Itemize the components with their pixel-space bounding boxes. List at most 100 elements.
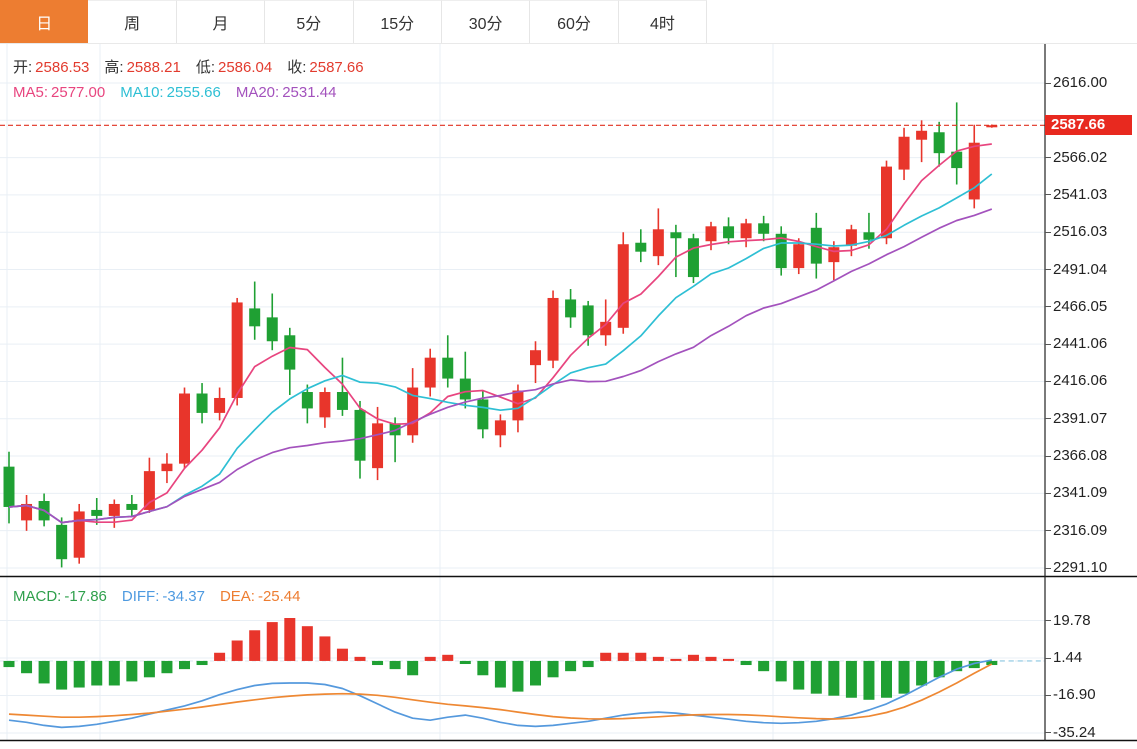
candle-body <box>424 357 436 388</box>
candle-body <box>249 308 261 327</box>
tab-month[interactable]: 月 <box>176 0 266 43</box>
frame-layer <box>0 43 1137 742</box>
info-item: DIFF: -34.37 <box>121 588 205 605</box>
candle-body <box>196 393 208 413</box>
price-axis-label: 2616.00 <box>1053 74 1108 91</box>
axis-tick <box>1045 380 1051 382</box>
candle-body <box>179 393 190 464</box>
axis-tick <box>1045 657 1051 659</box>
candle-body <box>126 503 138 510</box>
info-item: 开: 2586.53 <box>13 59 90 76</box>
candle-body <box>372 423 384 469</box>
info-item: 低: 2586.04 <box>195 59 273 76</box>
price-axis-label: 2341.09 <box>1053 484 1108 502</box>
macd-hist-bar <box>38 660 50 684</box>
macd-hist-bar <box>284 618 296 661</box>
macd-hist-bar <box>881 660 892 698</box>
candle-body <box>968 142 980 200</box>
macd-hist-bar <box>582 660 594 668</box>
axis-tick <box>1045 732 1051 734</box>
macd-hist-bar <box>477 660 489 676</box>
candle-body <box>740 223 752 239</box>
candle-body <box>143 471 155 510</box>
candle-body <box>582 305 594 336</box>
macd-hist-bar <box>723 658 735 661</box>
macd-hist-bar <box>319 636 331 661</box>
macd-hist-bar <box>986 660 998 666</box>
info-item: 高: 2588.21 <box>104 59 181 76</box>
axis-tick <box>1045 530 1051 532</box>
candle-body <box>933 132 945 154</box>
candle-body <box>828 247 840 263</box>
macd-hist-bar <box>407 660 419 676</box>
candle-body <box>477 399 489 430</box>
candle-body <box>108 503 120 516</box>
axis-tick <box>1045 620 1051 621</box>
candle-body <box>266 317 278 342</box>
macd-hist-bar <box>196 660 208 666</box>
candle-body <box>565 299 577 318</box>
candle-body <box>161 463 173 472</box>
price-axis-label: 2566.02 <box>1053 148 1108 166</box>
candle-body <box>547 297 559 361</box>
macd-hist-bar <box>530 660 541 686</box>
info-item: MA20: 2531.44 <box>235 84 337 101</box>
candle-body <box>951 151 963 169</box>
macd-hist-bar <box>266 622 278 661</box>
candle-body <box>758 223 770 234</box>
macd-hist-bar <box>21 660 33 674</box>
macd-hist-bar <box>600 652 612 661</box>
price-axis-label: 2416.06 <box>1053 372 1108 390</box>
axis-tick <box>1045 492 1051 494</box>
tab-min30[interactable]: 30分 <box>441 0 531 43</box>
candle-body <box>793 244 805 269</box>
candle-body <box>635 242 647 252</box>
tab-min15[interactable]: 15分 <box>353 0 442 43</box>
macd-axis-label: -16.90 <box>1053 686 1096 704</box>
macd-hist-bar <box>512 660 524 692</box>
tab-hour4[interactable]: 4时 <box>618 0 708 43</box>
info-item: MA10: 2555.66 <box>120 84 221 101</box>
candle-body <box>21 503 33 521</box>
macd-hist-bar <box>231 640 243 661</box>
candle-body <box>845 229 857 246</box>
macd-hist-bar <box>372 660 384 666</box>
info-item: 收: 2587.66 <box>287 59 364 76</box>
ma10-line <box>8 173 993 524</box>
macd-hist-bar <box>898 660 910 694</box>
tab-min5[interactable]: 5分 <box>265 0 354 43</box>
macd-axis-label: -35.24 <box>1053 723 1096 741</box>
macd-hist-bar <box>442 654 454 661</box>
candle-body <box>231 302 243 398</box>
macd-hist-bar <box>828 660 840 696</box>
candle-body <box>600 321 612 336</box>
macd-hist-bar <box>793 660 805 690</box>
macd-hist-bar <box>775 660 787 682</box>
macd-hist-bar <box>424 656 436 661</box>
candle-body <box>494 420 506 436</box>
macd-hist-bar <box>635 652 647 661</box>
ma5-line <box>8 143 992 524</box>
macd-dea-line <box>8 663 993 720</box>
tab-day[interactable]: 日 <box>0 0 89 43</box>
macd-hist-bar <box>933 660 945 678</box>
macd-hist-bar <box>108 660 120 686</box>
candle-body <box>723 226 735 239</box>
macd-hist-bar <box>670 658 682 661</box>
macd-hist-bar <box>968 660 980 669</box>
tab-min60[interactable]: 60分 <box>530 0 619 43</box>
macd-hist-bar <box>617 652 629 661</box>
macd-hist-bar <box>863 660 875 700</box>
macd-hist-bar <box>56 660 68 690</box>
candle-body <box>56 524 68 560</box>
tab-week[interactable]: 周 <box>88 0 177 43</box>
macd-hist-bar <box>389 660 401 670</box>
macd-hist-bar <box>214 652 226 661</box>
info-item: DEA: -25.44 <box>219 588 301 605</box>
ma-lines-layer <box>8 143 993 524</box>
macd-hist-bar <box>73 660 85 688</box>
macd-hist-bar <box>652 656 664 661</box>
macd-hist-bar <box>494 660 506 688</box>
